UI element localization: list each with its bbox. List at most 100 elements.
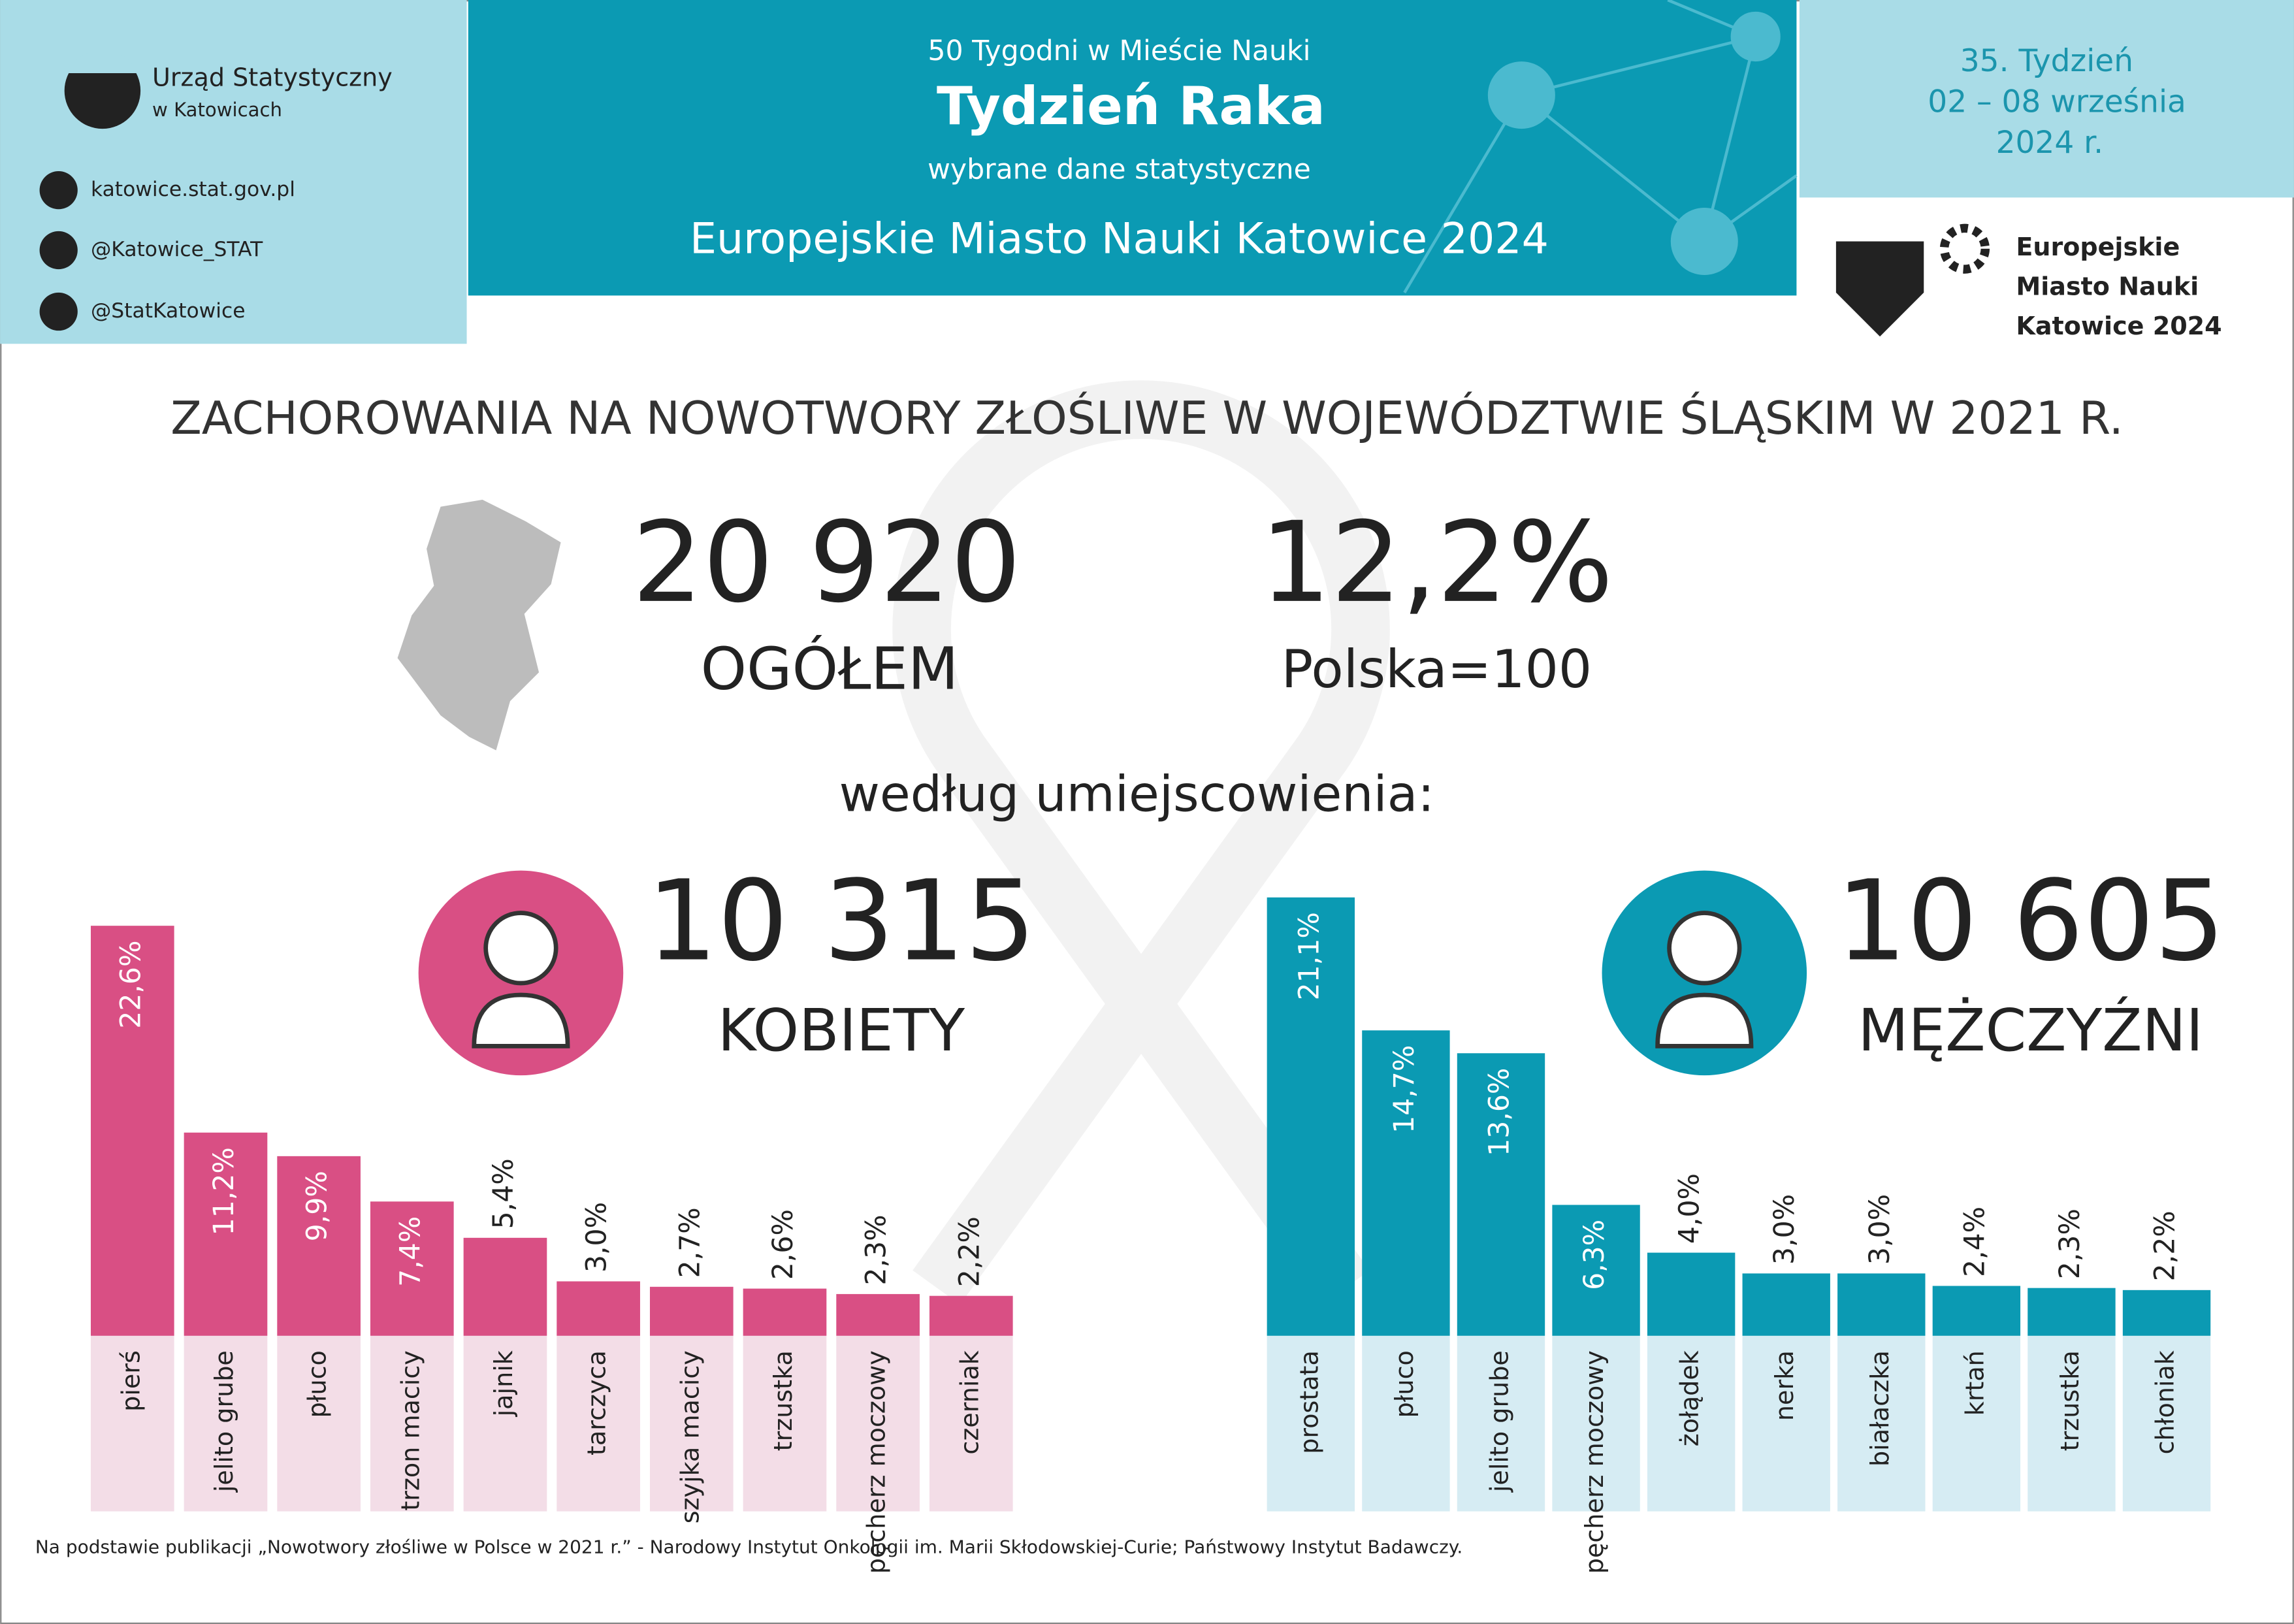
bar (90, 926, 174, 1336)
event-name: Europejskie Miasto Nauki Katowice 2024 (690, 215, 1549, 264)
group-total: 10 605 (1836, 857, 2225, 986)
bar (370, 1201, 454, 1336)
header-right (1799, 0, 2294, 198)
bar (649, 1286, 734, 1336)
org-logo-arc (67, 50, 138, 73)
dates: 02 – 08 września (1928, 84, 2186, 120)
category-cell (370, 1335, 454, 1512)
event-logo-star (1939, 223, 1990, 274)
category-cell (743, 1335, 827, 1512)
bar (2122, 1290, 2211, 1336)
category-label: żołądek (1675, 1350, 1704, 1446)
category-cell (277, 1335, 361, 1512)
value-label: 2,7% (674, 1207, 706, 1278)
link[interactable]: katowice.stat.gov.pl (91, 178, 295, 201)
category-label: czerniak (955, 1350, 984, 1454)
section-label: według umiejscowienia: (839, 765, 1434, 823)
week: 35. Tydzień (1960, 43, 2133, 79)
bar (743, 1288, 827, 1336)
category-cell (1267, 1335, 1355, 1512)
category-cell (1837, 1335, 1926, 1512)
value-label: 5,4% (488, 1158, 520, 1229)
category-label: krtań (1960, 1350, 1989, 1416)
category-label: białaczka (1866, 1350, 1894, 1467)
series-title: 50 Tygodni w Mieście Nauki (928, 35, 1310, 67)
web-icon (39, 171, 78, 210)
bar (463, 1237, 547, 1336)
bar (557, 1281, 640, 1336)
category-cell (1932, 1335, 2021, 1512)
person-head (1667, 911, 1742, 986)
value-label: 21,1% (1293, 912, 1325, 1000)
value-label: 9,9% (302, 1171, 334, 1241)
person-body (472, 992, 570, 1048)
category-label: jelito grube (1485, 1350, 1513, 1493)
bar (277, 1156, 361, 1336)
x-icon (39, 231, 78, 270)
category-label: trzustka (2056, 1350, 2084, 1451)
category-cell (557, 1335, 640, 1512)
link[interactable]: @Katowice_STAT (91, 238, 263, 261)
total-value: 20 920 (632, 498, 1022, 628)
header-center (468, 0, 1797, 296)
header-title: Tydzień Raka (937, 76, 1325, 137)
category-label: płuco (1390, 1350, 1419, 1418)
bar (184, 1132, 268, 1336)
category-cell (2027, 1335, 2116, 1512)
category-cell (184, 1335, 268, 1512)
category-cell (90, 1335, 174, 1512)
value-label: 13,6% (1483, 1068, 1515, 1156)
category-cell (1742, 1335, 1830, 1512)
group-title: KOBIETY (718, 997, 965, 1065)
header-left (0, 0, 467, 344)
category-cell (1647, 1335, 1736, 1512)
category-label: szyjka macicy (675, 1350, 704, 1523)
bar (1552, 1205, 1640, 1336)
logo-line: Miasto Nauki (2016, 272, 2199, 301)
category-label: chłoniak (2151, 1350, 2180, 1454)
value-label: 7,4% (395, 1216, 427, 1287)
value-label: 14,7% (1389, 1045, 1421, 1133)
category-label: pierś (116, 1350, 145, 1412)
group-total: 10 315 (647, 857, 1036, 986)
category-label: tarczyca (583, 1350, 611, 1455)
event-logo (1835, 241, 1924, 337)
value-label: 11,2% (208, 1147, 240, 1235)
value-label: 2,4% (1959, 1207, 1991, 1277)
link[interactable]: @StatKatowice (91, 299, 246, 323)
index-value: 12,2% (1260, 498, 1613, 628)
bar (929, 1295, 1013, 1336)
value-label: 2,2% (2150, 1210, 2182, 1281)
category-label: trzon macicy (396, 1350, 425, 1510)
category-label: pęcherz moczowy (1580, 1350, 1609, 1574)
category-cell (1552, 1335, 1640, 1512)
category-cell (463, 1335, 547, 1512)
bar (2027, 1288, 2116, 1336)
group-title: MĘŻCZYŹNI (1858, 996, 2203, 1065)
org-sub: w Katowicach (152, 99, 282, 121)
person-body (1655, 992, 1754, 1048)
value-label: 2,3% (2054, 1209, 2086, 1279)
region-map (393, 495, 566, 757)
category-cell (1457, 1335, 1545, 1512)
category-label: trzustka (769, 1350, 798, 1451)
category-label: jajnik (489, 1350, 518, 1417)
category-cell (929, 1335, 1013, 1512)
value-label: 3,0% (581, 1202, 613, 1273)
year: 2024 r. (1996, 125, 2104, 161)
value-label: 3,0% (1769, 1194, 1801, 1265)
index-label: Polska=100 (1282, 639, 1592, 700)
network-decoration (1403, 0, 1798, 294)
bar (1457, 1053, 1545, 1336)
bar (1362, 1030, 1450, 1336)
bar (1647, 1252, 1736, 1336)
bar (836, 1293, 920, 1336)
facebook-icon (39, 292, 78, 331)
value-label: 3,0% (1864, 1194, 1896, 1265)
category-label: płuco (303, 1350, 332, 1418)
footnote: Na podstawie publikacji „Nowotwory złośl… (35, 1536, 1462, 1558)
value-label: 2,6% (767, 1209, 800, 1280)
value-label: 6,3% (1579, 1220, 1611, 1290)
header-subtitle: wybrane dane statystyczne (928, 154, 1311, 186)
